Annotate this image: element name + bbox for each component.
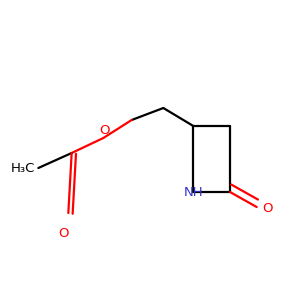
Text: NH: NH (184, 185, 203, 199)
Text: O: O (58, 227, 69, 240)
Text: H₃C: H₃C (11, 161, 35, 175)
Text: O: O (99, 124, 109, 137)
Text: O: O (263, 202, 273, 215)
